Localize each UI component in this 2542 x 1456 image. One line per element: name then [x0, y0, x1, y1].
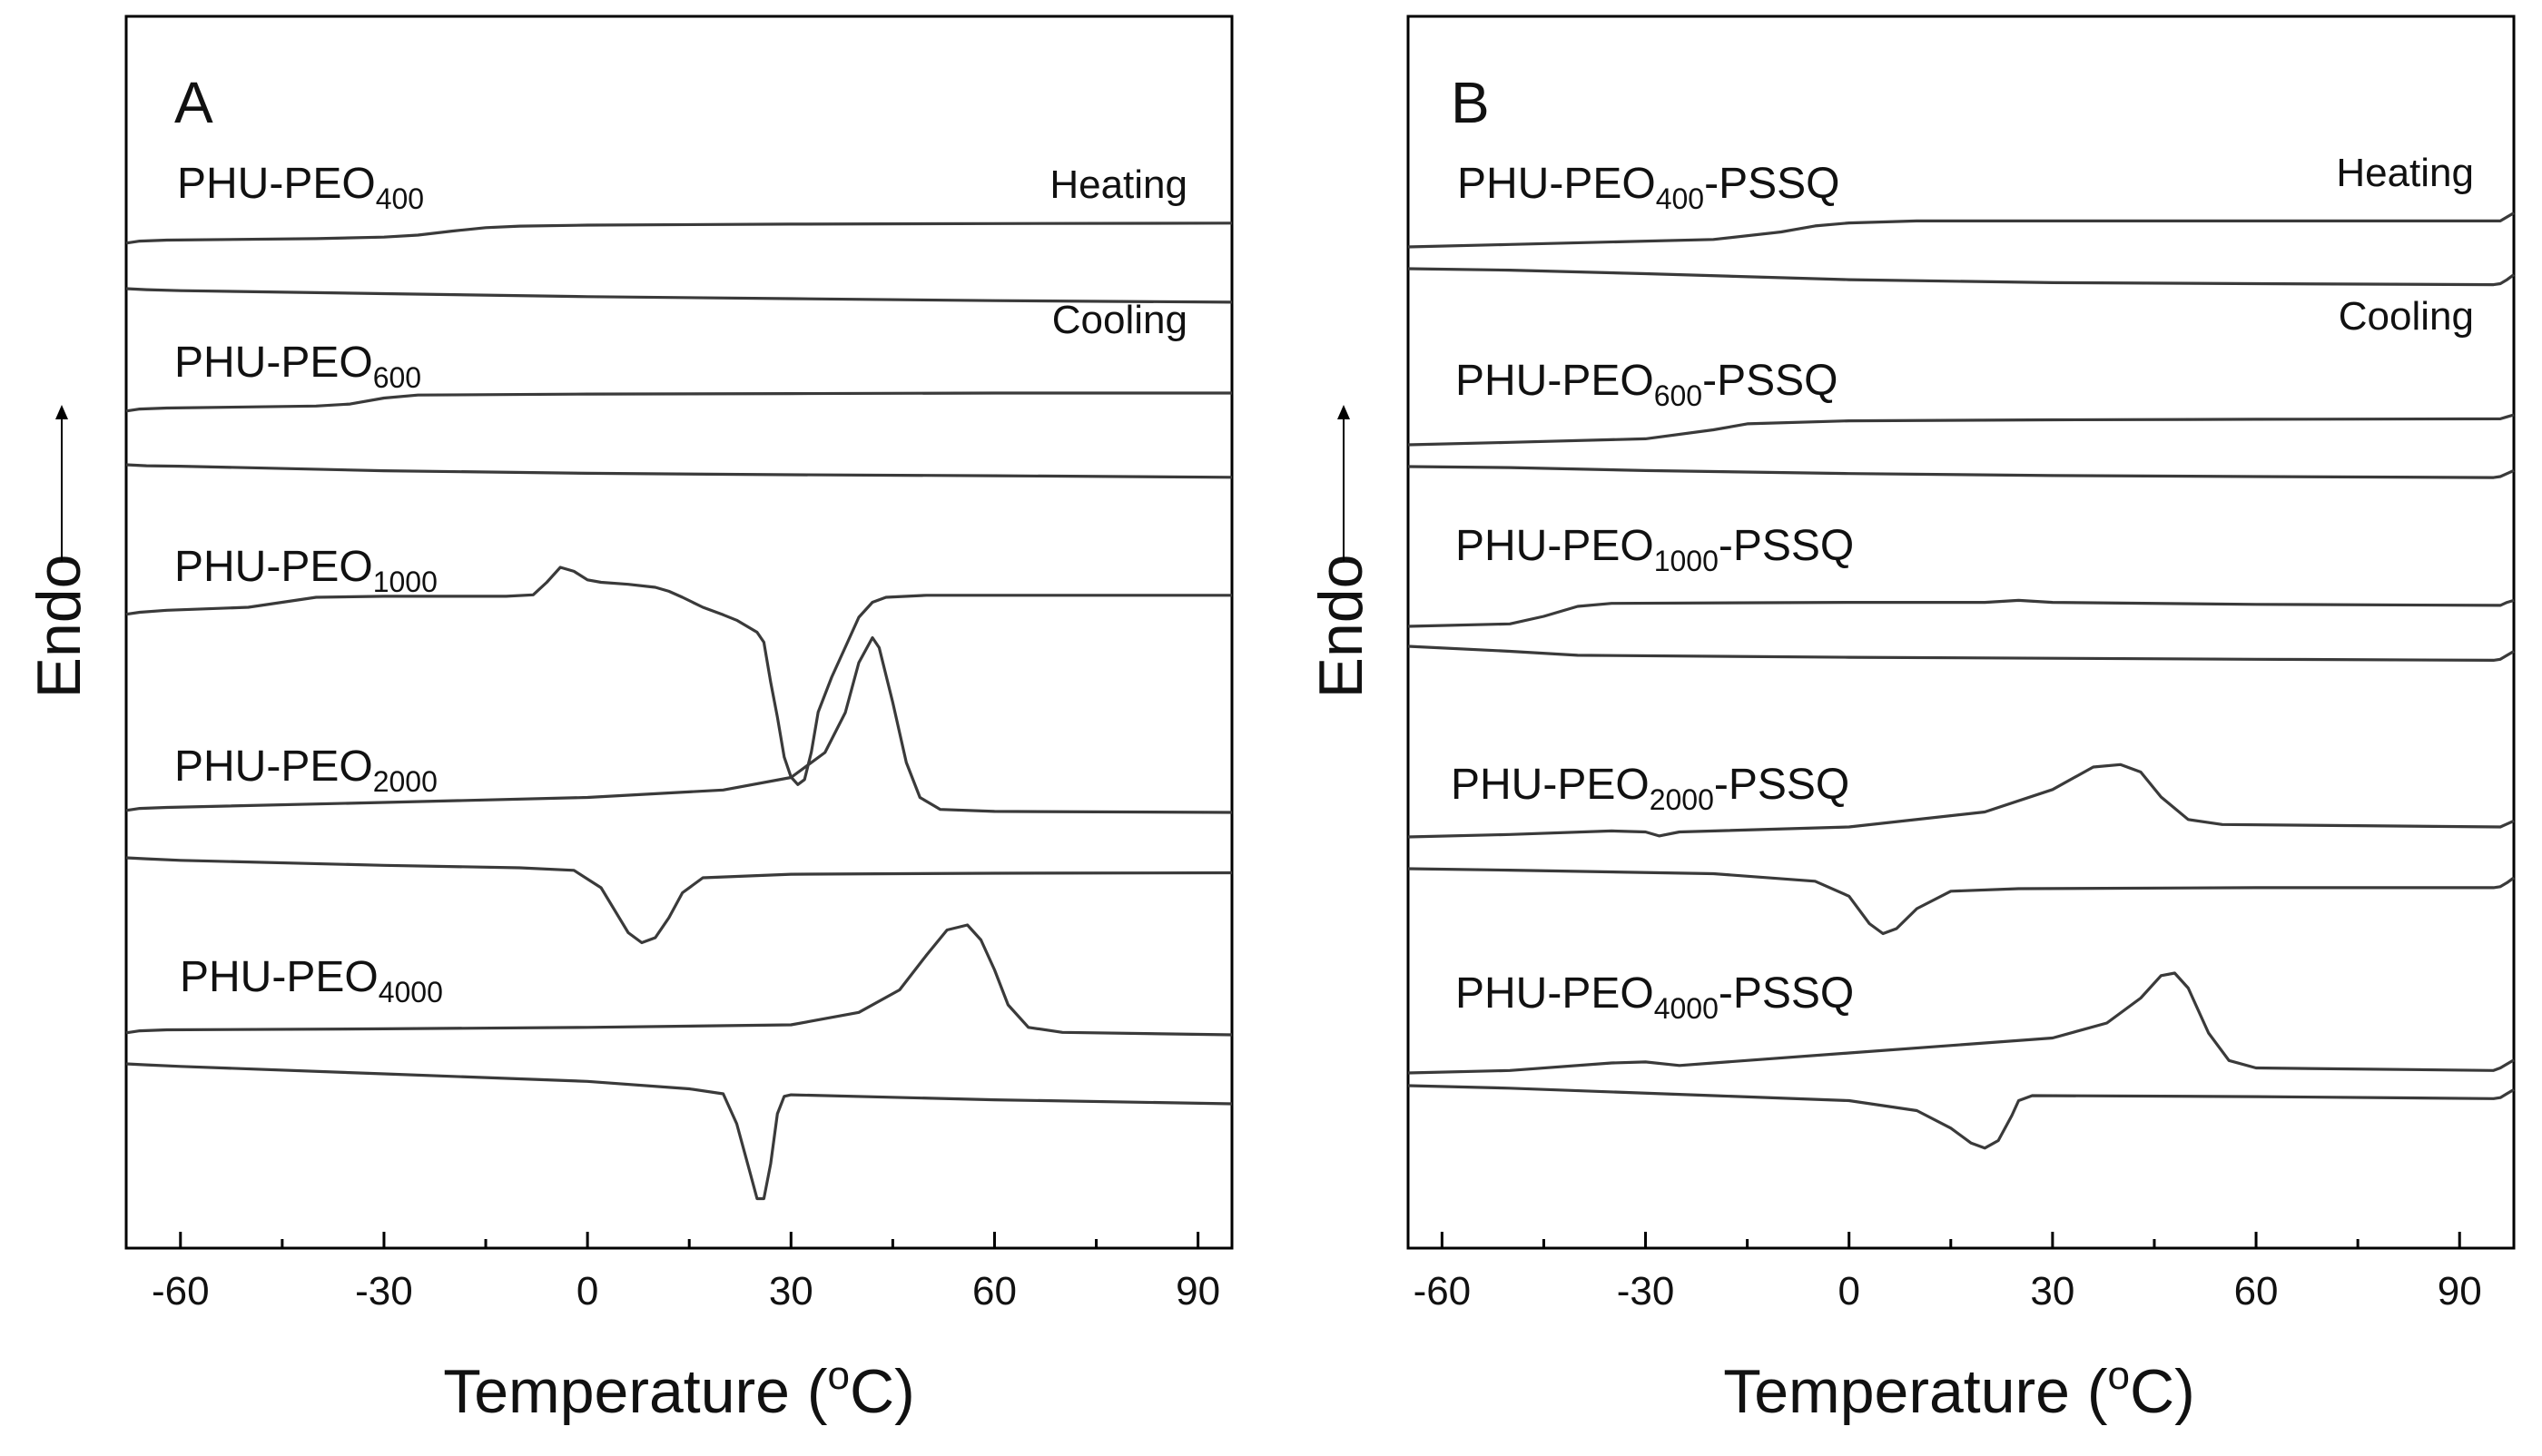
panel-b-y-axis-title: Endo	[1306, 555, 1375, 699]
series-cooling-curve	[125, 287, 1233, 304]
panel-a-curves	[125, 221, 1233, 1201]
panel-a-endo-arrow-icon	[55, 405, 68, 419]
series-heating-curve	[125, 635, 1233, 814]
panel-b: B -60 -30 0 30 60 90 PHU-PEO400-PSSQ PHU-PEO60…	[1306, 15, 2516, 1426]
x-tick-label: 60	[972, 1269, 1017, 1313]
series-heating-curve	[1407, 762, 2515, 839]
panel-a-cooling-label: Cooling	[1052, 298, 1187, 342]
series-cooling-curve	[1407, 1084, 2515, 1150]
series-heating-curve	[1407, 598, 2515, 628]
x-tick-label: 0	[1838, 1269, 1859, 1313]
x-tick-label: -30	[355, 1269, 413, 1313]
panel-b-y-axis: Endo	[1306, 405, 1375, 698]
panel-b-x-axis-title: Temperature (oC)	[1723, 1353, 2195, 1426]
panel-b-series-labels: PHU-PEO400-PSSQ PHU-PEO600-PSSQ PHU-PEO100…	[1451, 160, 1854, 1025]
x-tick-label: 90	[1176, 1269, 1220, 1313]
panel-b-letter: B	[1451, 70, 1490, 135]
series-cooling-curve	[125, 1062, 1233, 1201]
series-label: PHU-PEO1000-PSSQ	[1455, 522, 1854, 577]
series-heating-curve	[125, 391, 1232, 413]
x-tick-label: 90	[2438, 1269, 2482, 1313]
panel-b-heating-label: Heating	[2336, 151, 2474, 195]
series-cooling-curve	[1407, 867, 2515, 936]
series-heating-curve	[1407, 212, 2515, 249]
x-tick-label: -60	[152, 1269, 210, 1313]
x-tick-label: 30	[2030, 1269, 2074, 1313]
series-label: PHU-PEO400	[177, 160, 424, 215]
series-heating-curve	[1407, 971, 2515, 1075]
panel-b-curves	[1407, 212, 2515, 1150]
series-label: PHU-PEO600-PSSQ	[1455, 357, 1838, 412]
series-cooling-curve	[1407, 644, 2515, 662]
series-label: PHU-PEO4000	[180, 953, 443, 1008]
series-heating-curve	[1407, 413, 2515, 447]
series-heating-curve	[125, 566, 1232, 786]
series-cooling-curve	[1407, 465, 2515, 479]
series-cooling-curve	[1407, 267, 2515, 287]
panel-b-cooling-label: Cooling	[2339, 294, 2474, 339]
panel-a-y-axis: Endo	[25, 405, 94, 698]
series-label: PHU-PEO400-PSSQ	[1457, 160, 1839, 215]
series-label: PHU-PEO1000	[174, 543, 438, 598]
series-heating-curve	[125, 221, 1233, 245]
panel-b-frame	[1406, 15, 2516, 1250]
x-tick-label: -30	[1617, 1269, 1675, 1313]
series-label: PHU-PEO2000	[174, 743, 438, 798]
panel-b-x-ticks: -60 -30 0 30 60 90	[1414, 1232, 2482, 1313]
x-tick-label: -60	[1414, 1269, 1472, 1313]
panel-a-x-axis-title: Temperature (oC)	[443, 1353, 915, 1426]
series-cooling-curve	[125, 463, 1233, 479]
x-tick-label: 60	[2234, 1269, 2279, 1313]
series-cooling-curve	[125, 856, 1233, 945]
series-label: PHU-PEO600	[174, 339, 421, 394]
panel-a-heating-label: Heating	[1049, 162, 1187, 207]
panel-a-x-ticks: -60 -30 0 30 60 90	[152, 1232, 1220, 1313]
x-tick-label: 0	[576, 1269, 598, 1313]
panel-a-frame	[124, 15, 1234, 1250]
series-label: PHU-PEO2000-PSSQ	[1451, 761, 1849, 816]
series-heating-curve	[125, 923, 1233, 1037]
panel-a-y-axis-title: Endo	[25, 555, 94, 699]
x-tick-label: 30	[769, 1269, 813, 1313]
panel-a-letter: A	[174, 70, 213, 135]
series-label: PHU-PEO4000-PSSQ	[1455, 969, 1854, 1025]
panel-a-series-labels: PHU-PEO400 PHU-PEO600 PHU-PEO1000 PHU-PEO20…	[174, 160, 443, 1008]
panel-b-endo-arrow-icon	[1337, 405, 1350, 419]
panel-a: A -60 -30 0 30 60 90 PHU-PEO400PHU-PEO600PHU-…	[25, 15, 1234, 1426]
